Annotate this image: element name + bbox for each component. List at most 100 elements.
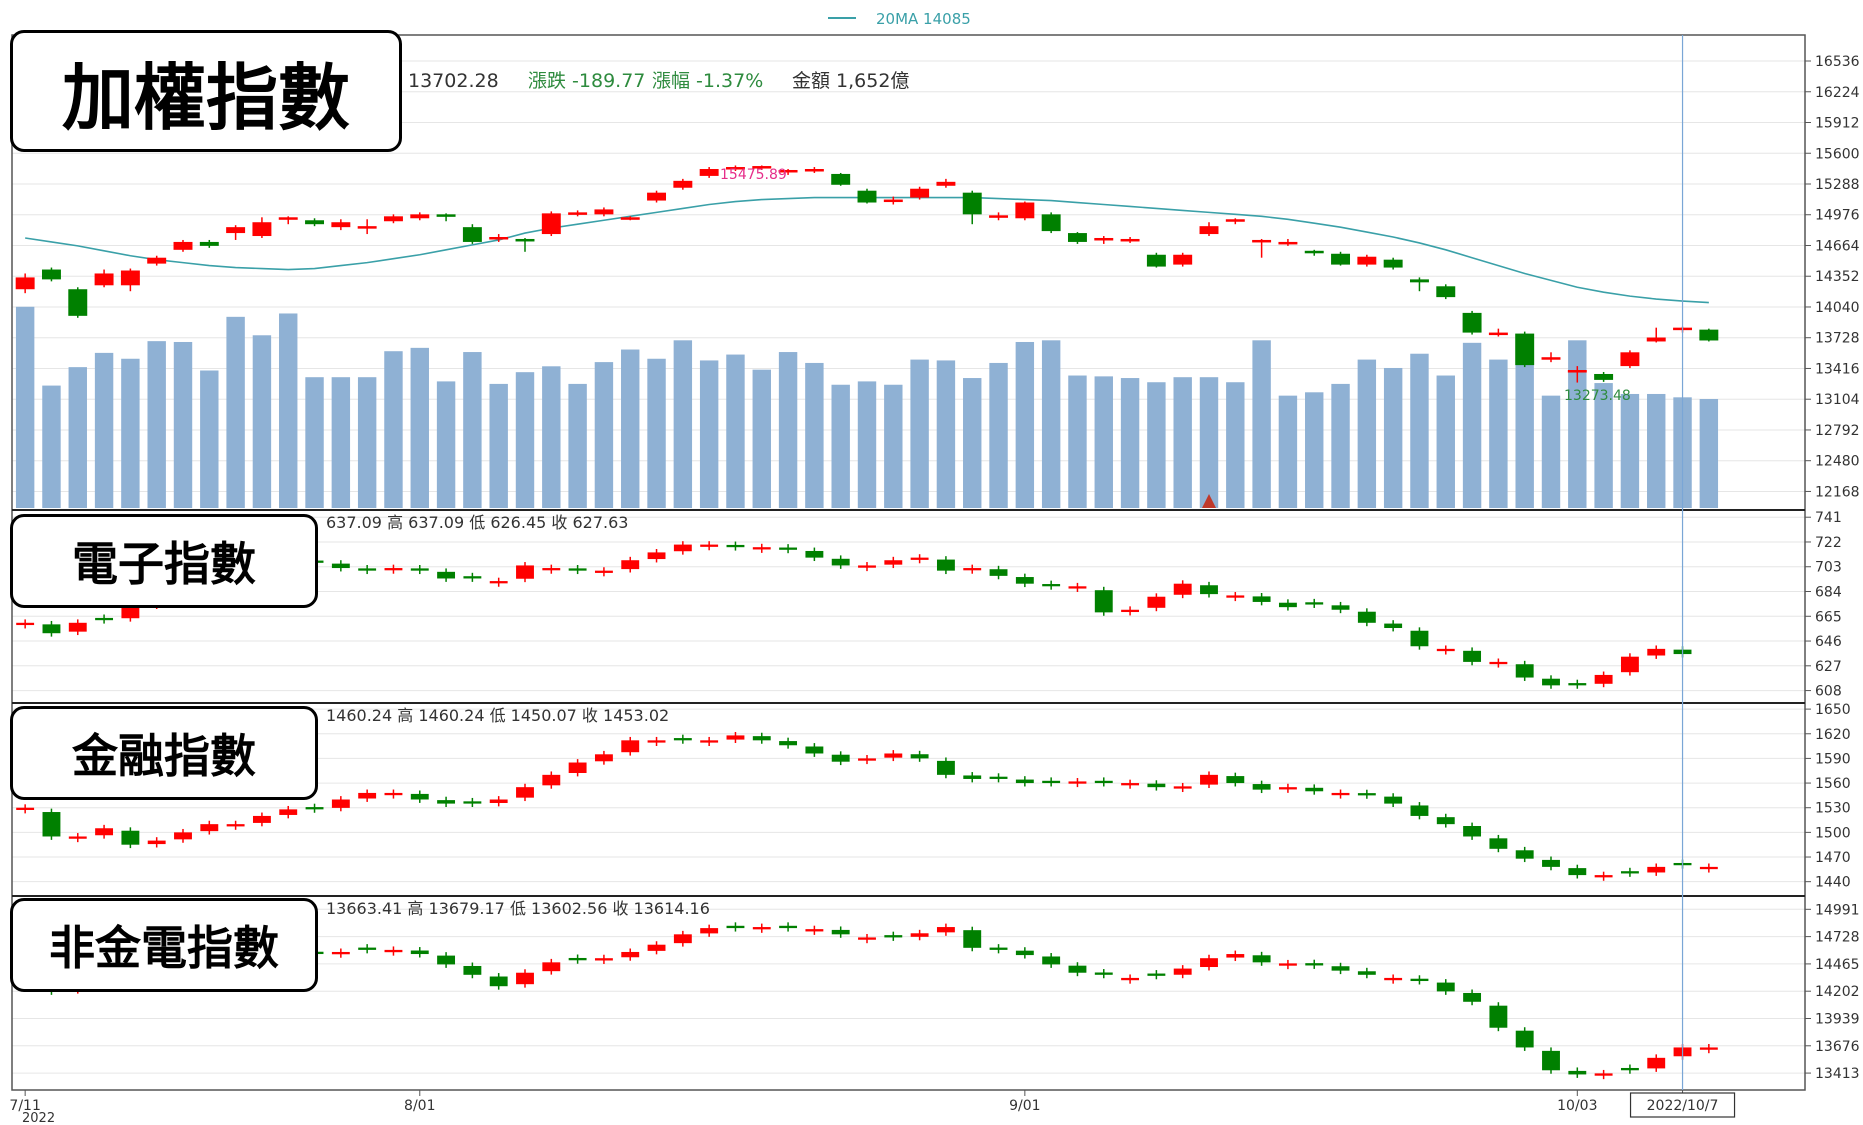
volume-bar — [963, 378, 982, 508]
candle-body — [910, 933, 929, 937]
x-tick-label: 10/03 — [1557, 1098, 1597, 1114]
volume-bar — [1068, 375, 1087, 508]
candle — [1226, 772, 1245, 787]
x-tick-label: 7/11 — [9, 1098, 40, 1114]
candle-body — [516, 787, 534, 798]
candle — [1542, 1047, 1560, 1074]
candle-body — [1410, 630, 1429, 647]
candle-body — [1252, 596, 1271, 602]
main-change-pct: 漲幅 -1.37% — [652, 70, 763, 92]
candle-body — [1436, 286, 1456, 298]
candle-body — [1594, 875, 1613, 878]
candle-body — [384, 949, 403, 953]
panel3-header: 1460.24 高 1460.24 低 1450.07 收 1453.02 — [326, 706, 669, 725]
y-tick-label: 1440 — [1815, 875, 1851, 891]
volume-bar — [1173, 377, 1192, 508]
volume-bar — [1647, 393, 1666, 508]
candle — [752, 732, 771, 744]
candle-body — [1384, 623, 1403, 629]
candle-body — [700, 928, 719, 934]
candle-body — [1541, 357, 1561, 360]
candle — [726, 541, 745, 551]
candle-body — [936, 927, 955, 933]
candle-body — [699, 169, 719, 176]
candle-body — [541, 213, 561, 235]
candle — [1120, 237, 1140, 243]
candle-body — [279, 809, 298, 815]
volume-bar — [489, 383, 508, 508]
candle — [1410, 802, 1429, 820]
candle-body — [858, 565, 876, 568]
candle — [1515, 660, 1534, 681]
candle — [1620, 1064, 1639, 1074]
candle-body — [1331, 966, 1350, 971]
candle-body — [805, 746, 824, 754]
candle — [1146, 252, 1166, 268]
candle-body — [963, 775, 982, 779]
candle-body — [621, 740, 640, 753]
candle-body — [621, 560, 640, 570]
candle — [910, 554, 929, 564]
candle-body — [1515, 333, 1535, 366]
candle-body — [568, 762, 587, 773]
candle-body — [1647, 648, 1666, 656]
candle — [1647, 645, 1666, 659]
candle-body — [1094, 972, 1113, 975]
candle-body — [462, 227, 482, 242]
candle-body — [437, 800, 456, 804]
candle-body — [963, 568, 982, 571]
candle — [1094, 586, 1113, 616]
candle-body — [331, 951, 350, 955]
candle-body — [1147, 596, 1166, 608]
candle — [858, 562, 876, 572]
candle — [1568, 1067, 1587, 1078]
candle-body — [1278, 787, 1297, 790]
candle — [1278, 599, 1297, 611]
candle — [1094, 969, 1113, 979]
candle-body — [1173, 786, 1192, 789]
y-tick-label: 703 — [1815, 560, 1842, 576]
candle-body — [884, 753, 903, 758]
candle — [331, 948, 350, 958]
candle — [1042, 580, 1061, 590]
candle — [962, 190, 982, 225]
candle-body — [1383, 259, 1403, 268]
candle — [95, 614, 114, 624]
candle — [1015, 573, 1034, 588]
candle — [68, 833, 87, 843]
candle-body — [1542, 859, 1560, 867]
volume-bar — [1120, 378, 1140, 508]
candle-body — [331, 222, 351, 228]
candle — [1200, 581, 1218, 598]
y-tick-label: 13728 — [1815, 331, 1860, 347]
candle-body — [200, 824, 219, 832]
candle — [147, 837, 166, 848]
y-tick-label: 16536 — [1815, 54, 1860, 70]
candle-body — [542, 568, 561, 571]
candle-body — [726, 925, 745, 929]
candle-body — [1015, 779, 1034, 784]
candle-body — [1647, 866, 1666, 873]
candle-body — [1305, 787, 1324, 792]
candle — [1252, 592, 1271, 606]
candle — [16, 804, 35, 814]
candle-body — [805, 550, 824, 558]
candle — [831, 555, 850, 569]
candle — [1042, 777, 1061, 787]
candle-body — [1620, 1067, 1639, 1071]
volume-bar — [1699, 399, 1719, 508]
index-badge-finance: 金融指數 — [10, 706, 318, 800]
candle — [541, 211, 561, 237]
candle — [963, 926, 982, 952]
candle — [252, 217, 272, 238]
candle — [542, 958, 561, 975]
candle-body — [252, 222, 272, 237]
candle — [1304, 249, 1324, 256]
volume-bar — [936, 360, 956, 508]
y-tick-label: 14352 — [1815, 269, 1860, 285]
candle — [989, 565, 1008, 580]
candle-body — [831, 929, 850, 935]
candle-body — [41, 269, 61, 280]
candle-body — [331, 563, 350, 569]
candle-body — [1463, 992, 1482, 1002]
